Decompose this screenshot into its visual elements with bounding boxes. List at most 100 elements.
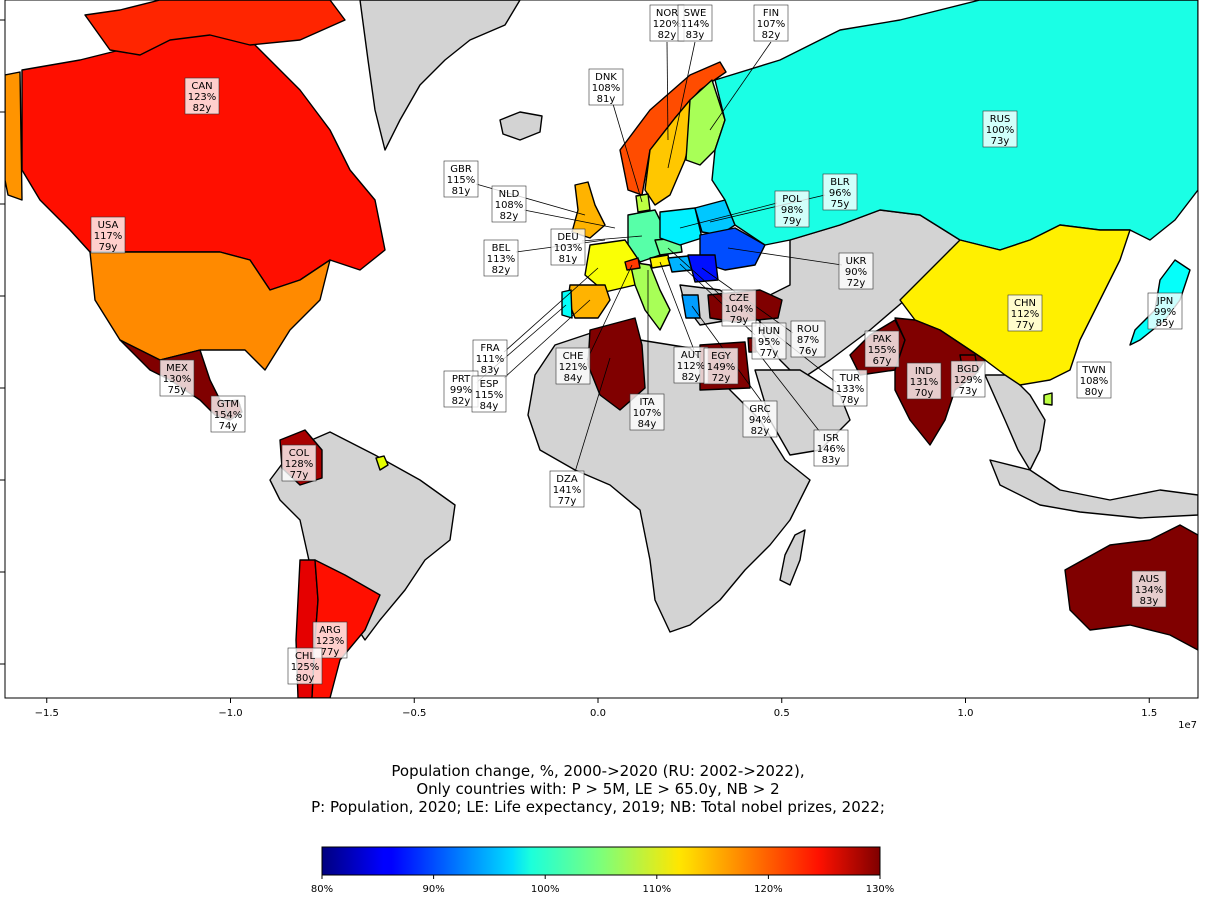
x-tick-label: 1.5 bbox=[1141, 708, 1157, 719]
country-code-text: IND bbox=[915, 366, 933, 377]
pop-change-text: 125% bbox=[291, 662, 320, 673]
leader-line-fra bbox=[503, 267, 599, 353]
country-label-box bbox=[471, 375, 507, 413]
country-shape-alaska bbox=[5, 71, 23, 201]
life-expectancy-text: 82y bbox=[751, 426, 770, 437]
country-code-text: PAK bbox=[873, 334, 892, 345]
colorbar-tick-label: 120% bbox=[754, 884, 783, 895]
pop-change-text: 141% bbox=[553, 485, 582, 496]
life-expectancy-text: 83y bbox=[1140, 596, 1159, 607]
pop-change-text: 123% bbox=[188, 92, 217, 103]
country-code-text: ITA bbox=[639, 397, 654, 408]
life-expectancy-text: 82y bbox=[682, 372, 701, 383]
country-shape-pol bbox=[659, 207, 703, 246]
country-label-box bbox=[549, 470, 585, 508]
country-code-text: TUR bbox=[839, 373, 860, 384]
country-code-text: JPN bbox=[1156, 296, 1173, 307]
life-expectancy-text: 74y bbox=[219, 421, 238, 432]
life-expectancy-text: 77y bbox=[1016, 320, 1035, 331]
pop-change-text: 108% bbox=[495, 200, 524, 211]
leader-line-nor bbox=[666, 41, 669, 141]
country-code-text: GTM bbox=[217, 399, 239, 410]
country-label-box bbox=[751, 322, 787, 360]
life-expectancy-text: 79y bbox=[99, 242, 118, 253]
x-tick-label: 0.5 bbox=[774, 708, 790, 719]
country-shape-grc bbox=[681, 294, 701, 319]
x-tick-label: −1.5 bbox=[35, 708, 59, 719]
pop-change-text: 95% bbox=[758, 337, 780, 348]
country-code-text: DNK bbox=[595, 72, 617, 83]
country-shape-prt bbox=[561, 289, 573, 319]
map-frame bbox=[4, 0, 1199, 699]
leader-line-tur bbox=[744, 309, 837, 383]
country-label-box bbox=[90, 216, 126, 254]
country-code-text: CHE bbox=[563, 351, 584, 362]
life-expectancy-text: 77y bbox=[321, 647, 340, 658]
country-label-box bbox=[281, 444, 317, 482]
country-label-box bbox=[790, 320, 826, 358]
country-code-text: USA bbox=[98, 220, 119, 231]
chart-title-line-2: Only countries with: P > 5M, LE > 65.0y,… bbox=[416, 780, 779, 798]
x-axis: −1.5 −1.0 −0.5 0.0 0.5 1.0 1.5 bbox=[35, 698, 1157, 719]
country-label-box bbox=[184, 77, 220, 115]
pop-change-text: 155% bbox=[868, 345, 897, 356]
country-label-box bbox=[832, 369, 868, 407]
leader-line-nld bbox=[523, 209, 616, 229]
country-shape-can bbox=[21, 19, 386, 291]
country-label-box bbox=[950, 360, 986, 398]
country-code-text: CAN bbox=[191, 81, 212, 92]
pop-change-text: 113% bbox=[487, 254, 516, 265]
country-code-text: BGD bbox=[957, 364, 979, 375]
pop-change-text: 120% bbox=[653, 19, 682, 30]
greenland-shape bbox=[359, 0, 521, 151]
x-tick-label: 1.0 bbox=[958, 708, 974, 719]
country-code-text: FIN bbox=[763, 8, 779, 19]
country-label-box bbox=[1147, 292, 1183, 330]
leader-line-fin bbox=[709, 41, 772, 131]
pop-change-text: 117% bbox=[94, 231, 123, 242]
pop-change-text: 115% bbox=[475, 390, 504, 401]
country-label-box bbox=[472, 339, 508, 377]
country-shape-aus bbox=[1064, 524, 1198, 651]
country-shape-guiana bbox=[375, 455, 389, 471]
life-expectancy-text: 84y bbox=[638, 419, 657, 430]
life-expectancy-text: 67y bbox=[873, 356, 892, 367]
leader-line-dza bbox=[574, 357, 611, 473]
country-code-text: AUT bbox=[681, 350, 702, 361]
country-label-box bbox=[1131, 570, 1167, 608]
country-code-text: ROU bbox=[797, 324, 819, 335]
x-tick-label: −0.5 bbox=[402, 708, 426, 719]
world-map bbox=[5, 0, 1198, 698]
country-label-box bbox=[629, 393, 665, 431]
life-expectancy-text: 70y bbox=[915, 388, 934, 399]
life-expectancy-text: 82y bbox=[452, 396, 471, 407]
country-label-box bbox=[287, 647, 323, 685]
pop-change-text: 99% bbox=[1154, 307, 1176, 318]
country-label-box bbox=[443, 160, 479, 198]
country-label-box bbox=[677, 4, 713, 42]
country-code-text: CZE bbox=[729, 293, 749, 304]
leader-line-aut bbox=[659, 261, 695, 351]
life-expectancy-text: 72y bbox=[712, 373, 731, 384]
life-expectancy-text: 79y bbox=[730, 315, 749, 326]
leader-line-deu bbox=[581, 235, 643, 242]
life-expectancy-text: 76y bbox=[799, 346, 818, 357]
country-shape-esp bbox=[567, 284, 611, 319]
pop-change-text: 107% bbox=[757, 19, 786, 30]
pop-change-text: 130% bbox=[163, 374, 192, 385]
life-expectancy-text: 77y bbox=[558, 496, 577, 507]
